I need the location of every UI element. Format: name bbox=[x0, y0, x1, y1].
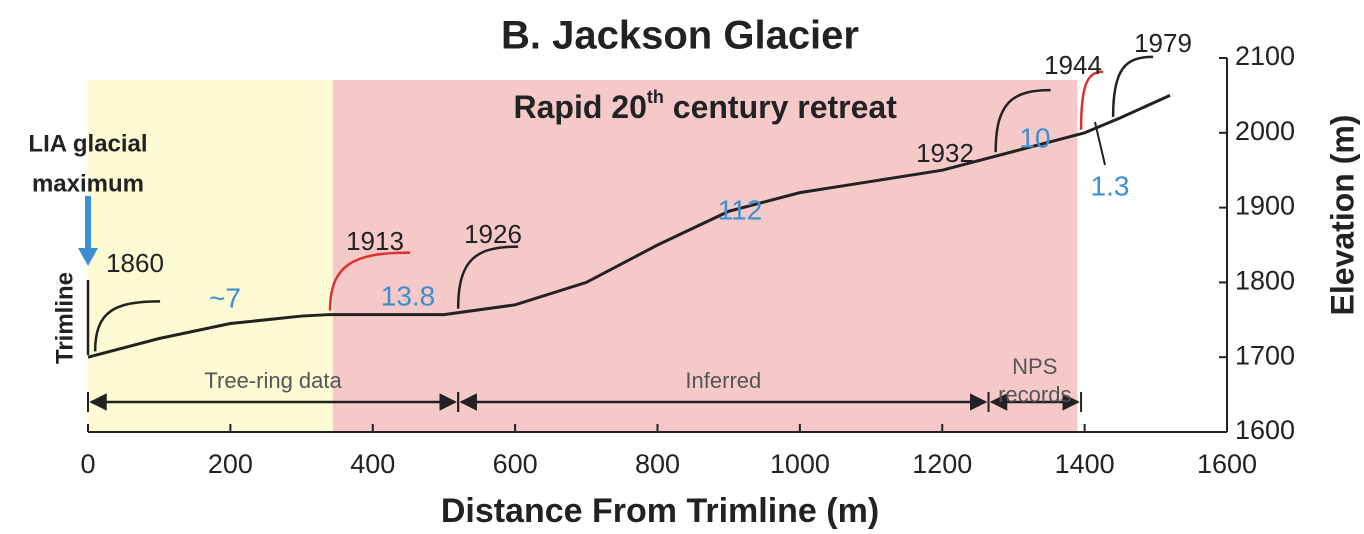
y-tick-label: 1800 bbox=[1235, 266, 1295, 296]
lia-label: maximum bbox=[32, 170, 144, 197]
period-label: Inferred bbox=[685, 368, 761, 393]
y-axis-label: Elevation (m) bbox=[1324, 115, 1360, 316]
ice-margin bbox=[93, 300, 161, 352]
ice-margin bbox=[994, 88, 1051, 153]
x-tick-label: 1600 bbox=[1197, 449, 1257, 479]
retreat-rate: 10 bbox=[1019, 122, 1050, 153]
y-tick-label: 2000 bbox=[1235, 116, 1295, 146]
y-tick-label: 1600 bbox=[1235, 415, 1295, 445]
region-label-text: century retreat bbox=[664, 89, 897, 125]
margin-year: 1913 bbox=[346, 226, 404, 256]
regions bbox=[88, 80, 1078, 432]
lia-arrow-head bbox=[78, 248, 98, 266]
x-tick-label: 800 bbox=[635, 449, 680, 479]
retreat-rate: 1.3 bbox=[1091, 170, 1130, 201]
margin-year: 1860 bbox=[106, 248, 164, 278]
margin-year: 1979 bbox=[1134, 28, 1192, 58]
margin-year: 1932 bbox=[916, 138, 974, 168]
ice-margin bbox=[1079, 70, 1104, 130]
x-tick-label: 400 bbox=[350, 449, 395, 479]
lia-label: LIA glacial bbox=[28, 130, 147, 157]
rate-pointer bbox=[1094, 121, 1106, 166]
region-label-sup: th bbox=[647, 87, 664, 107]
retreat-rate: ~7 bbox=[209, 282, 241, 313]
margin-year: 1926 bbox=[464, 219, 522, 249]
x-tick-label: 200 bbox=[208, 449, 253, 479]
ice-margin bbox=[1111, 55, 1154, 117]
y-tick-label: 2100 bbox=[1235, 41, 1295, 71]
margin-year: 1944 bbox=[1044, 50, 1102, 80]
y-tick-label: 1900 bbox=[1235, 191, 1295, 221]
period-label-line: NPS bbox=[1012, 354, 1057, 379]
x-axis-label: Distance From Trimline (m) bbox=[441, 492, 879, 530]
region bbox=[88, 80, 333, 432]
region bbox=[332, 80, 1078, 432]
trimline-label: Trimline bbox=[51, 272, 78, 364]
retreat-rate: 112 bbox=[718, 194, 763, 225]
x-tick-label: 600 bbox=[493, 449, 538, 479]
x-tick-label: 0 bbox=[80, 449, 95, 479]
region-label: Rapid 20th century retreat bbox=[514, 87, 898, 126]
retreat-rate: 13.8 bbox=[381, 280, 436, 311]
chart-title: B. Jackson Glacier bbox=[501, 14, 859, 58]
x-tick-label: 1400 bbox=[1055, 449, 1115, 479]
period-label: Tree-ring data bbox=[204, 368, 342, 393]
x-tick-label: 1000 bbox=[770, 449, 830, 479]
ice-margin bbox=[456, 245, 519, 309]
x-tick-label: 1200 bbox=[912, 449, 972, 479]
ice-margin bbox=[328, 251, 411, 311]
region-label-text: Rapid 20 bbox=[514, 89, 647, 125]
period-label: NPS records bbox=[998, 354, 1071, 407]
y-tick-label: 1700 bbox=[1235, 340, 1295, 370]
profile-line bbox=[87, 94, 1171, 359]
period-label-line: records bbox=[998, 382, 1071, 407]
